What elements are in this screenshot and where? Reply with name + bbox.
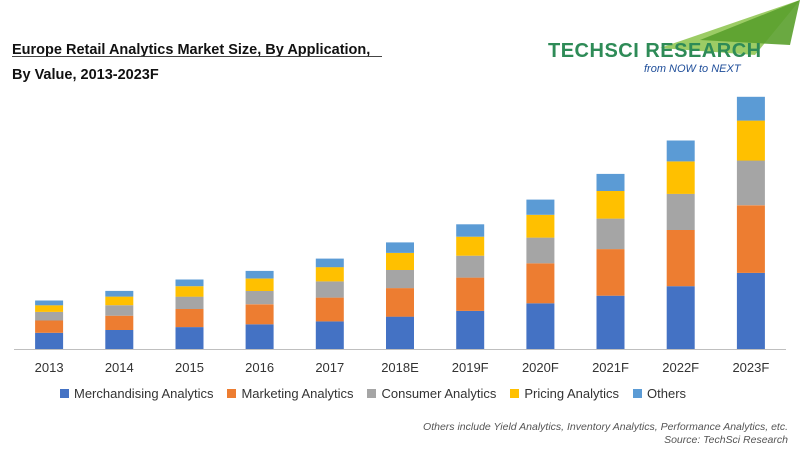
bar-segment-2015-0 [175, 327, 204, 349]
bar-segment-2021F-1 [596, 249, 625, 296]
x-tick-label: 2022F [662, 360, 699, 375]
logo-name: TECHSCI RESEARCH [548, 40, 762, 62]
bar-segment-2015-1 [175, 309, 204, 328]
bar-segment-2014-3 [105, 296, 134, 306]
x-tick-label: 2023F [732, 360, 769, 375]
bar-segment-2018E-4 [386, 242, 414, 253]
legend-label: Marketing Analytics [241, 386, 354, 401]
bar-segment-2019F-3 [456, 236, 485, 256]
bar-segment-2018E-2 [386, 270, 414, 289]
bar-segment-2014-1 [105, 315, 134, 330]
legend-swatch [60, 389, 69, 398]
title-line-2: By Value, 2013-2023F [12, 67, 159, 83]
bar-segment-2014-0 [105, 330, 134, 349]
logo-tagline: from NOW to NEXT [644, 63, 741, 75]
x-tick-label: 2014 [105, 360, 134, 375]
bar-segment-2021F-4 [596, 173, 625, 191]
bar-segment-2016-3 [245, 278, 274, 291]
x-tick-label: 2021F [592, 360, 629, 375]
legend-swatch [227, 389, 237, 398]
legend-item: Others [633, 386, 686, 401]
bar-segment-2019F-1 [456, 277, 485, 311]
x-tick-label: 2017 [315, 360, 344, 375]
chart-title: Europe Retail Analytics Market Size, By … [12, 38, 370, 88]
legend-item: Pricing Analytics [510, 386, 619, 401]
title-underline [12, 56, 382, 57]
bar-segment-2022F-1 [666, 230, 695, 287]
legend-label: Others [647, 386, 687, 401]
bar-segment-2016-0 [245, 324, 274, 349]
legend-label: Merchandising Analytics [74, 386, 214, 401]
bar-segment-2021F-2 [596, 218, 625, 250]
x-tick-label: 2020F [522, 360, 559, 375]
bar-segment-2017-4 [315, 258, 344, 268]
bar-segment-2017-2 [315, 281, 344, 298]
bar-segment-2022F-3 [666, 161, 695, 194]
bar-segment-2015-2 [175, 296, 204, 309]
bar-segment-2018E-1 [386, 288, 414, 317]
legend: Merchandising Analytics Marketing Analyti… [60, 386, 686, 401]
bar-segment-2020F-0 [526, 303, 555, 349]
bar-segment-2018E-0 [386, 316, 414, 349]
bar-segment-2013-0 [35, 332, 64, 349]
legend-item: Marketing Analytics [227, 386, 353, 401]
bar-segment-2013-2 [35, 311, 64, 321]
x-tick-label: 2015 [175, 360, 204, 375]
bar-segment-2020F-3 [526, 214, 555, 238]
legend-item: Merchandising Analytics [60, 386, 213, 401]
bar-segment-2020F-1 [526, 263, 555, 304]
bar-segment-2023F-0 [736, 272, 765, 349]
bar-segment-2023F-2 [736, 160, 765, 206]
bar-segment-2016-4 [245, 270, 274, 279]
bar-segment-2021F-0 [596, 295, 625, 349]
legend-label: Consumer Analytics [381, 386, 497, 401]
bar-segment-2013-3 [35, 305, 64, 312]
bar-segment-2017-0 [315, 321, 344, 349]
x-tick-label: 2013 [35, 360, 64, 375]
legend-swatch [367, 389, 377, 398]
footnote: Others include Yield Analytics, Inventor… [423, 421, 788, 447]
bar-segment-2019F-2 [456, 255, 485, 278]
bar-segment-2023F-3 [736, 120, 765, 161]
bar-segment-2022F-4 [666, 140, 695, 162]
legend-swatch [633, 389, 643, 398]
legend-swatch [510, 389, 520, 398]
bar-segment-2022F-0 [666, 286, 695, 349]
bar-segment-2022F-2 [666, 193, 695, 230]
bar-segment-2016-2 [245, 290, 274, 305]
bar-segment-2015-4 [175, 279, 204, 287]
bar-segment-2023F-1 [736, 205, 765, 273]
x-tick-label: 2018E [381, 360, 419, 375]
bar-segment-2013-4 [35, 300, 64, 306]
bar-segment-2020F-2 [526, 237, 555, 264]
bar-segment-2018E-3 [386, 252, 414, 270]
bar-segment-2020F-4 [526, 199, 555, 215]
bar-segment-2017-1 [315, 297, 344, 322]
bar-segment-2019F-4 [456, 224, 485, 237]
bar-segment-2021F-3 [596, 191, 625, 219]
legend-label: Pricing Analytics [524, 386, 620, 401]
x-tick-label: 2016 [245, 360, 274, 375]
bar-segment-2014-4 [105, 290, 134, 297]
logo-swoosh-icon [660, 0, 800, 55]
footnote-others: Others include Yield Analytics, Inventor… [423, 421, 788, 433]
legend-item: Consumer Analytics [367, 386, 496, 401]
bar-segment-2023F-4 [736, 96, 765, 121]
x-tick-label: 2019F [452, 360, 489, 375]
bar-segment-2014-2 [105, 305, 134, 316]
bar-segment-2015-3 [175, 286, 204, 297]
footnote-source: Source: TechSci Research [664, 434, 788, 446]
bar-segment-2013-1 [35, 320, 64, 333]
title-line-1: Europe Retail Analytics Market Size, By … [12, 42, 371, 58]
bar-segment-2017-3 [315, 267, 344, 282]
bar-segment-2019F-0 [456, 310, 485, 349]
bar-segment-2016-1 [245, 304, 274, 325]
